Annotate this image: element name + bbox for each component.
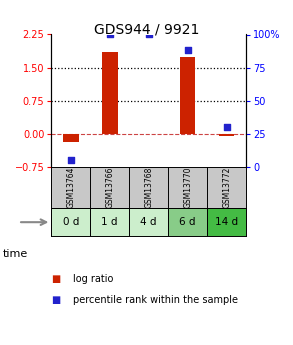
- Point: [69, 157, 73, 163]
- Bar: [90, 208, 129, 236]
- Text: GSM13766: GSM13766: [105, 167, 114, 208]
- Text: 0 d: 0 d: [63, 217, 79, 227]
- Text: 6 d: 6 d: [179, 217, 196, 227]
- Text: GDS944 / 9921: GDS944 / 9921: [94, 22, 199, 37]
- Text: ■: ■: [51, 275, 61, 284]
- Text: time: time: [3, 249, 28, 258]
- Text: GSM13770: GSM13770: [183, 167, 192, 208]
- Point: [146, 32, 151, 37]
- Point: [185, 48, 190, 53]
- Text: log ratio: log ratio: [73, 275, 114, 284]
- Text: GSM13772: GSM13772: [222, 167, 231, 208]
- Bar: [168, 208, 207, 236]
- Point: [224, 124, 229, 130]
- Bar: [207, 208, 246, 236]
- Point: [108, 32, 112, 37]
- Text: 14 d: 14 d: [215, 217, 238, 227]
- Bar: [129, 208, 168, 236]
- Text: 1 d: 1 d: [101, 217, 118, 227]
- Bar: [51, 208, 90, 236]
- Bar: [63, 134, 79, 142]
- Text: GSM13764: GSM13764: [66, 167, 75, 208]
- Bar: [102, 52, 117, 134]
- Text: percentile rank within the sample: percentile rank within the sample: [73, 295, 238, 305]
- Bar: [219, 134, 234, 136]
- Text: GSM13768: GSM13768: [144, 167, 153, 208]
- Text: ■: ■: [51, 295, 61, 305]
- Bar: [180, 57, 195, 134]
- Text: 4 d: 4 d: [140, 217, 157, 227]
